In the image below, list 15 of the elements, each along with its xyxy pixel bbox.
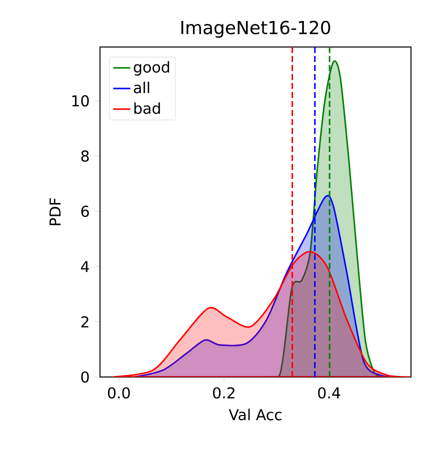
y-axis-title: PDF [50,198,61,226]
y-tick-label: 4 [80,261,89,272]
legend-label: all [134,82,150,94]
y-tick-label: 2 [81,316,88,328]
y-tick-label: 8 [81,150,89,162]
x-tick-label: 0.2 [213,387,234,399]
chart-title: ImageNet16-120 [181,20,330,38]
x-tick-label: 0.0 [108,387,130,399]
legend-label: bad [134,102,160,114]
y-tick-label: 0 [81,371,89,383]
y-tick-label: 10 [72,95,89,107]
legend-label: good [134,61,170,76]
x-axis-title: Val Acc [228,408,282,420]
x-tick-label: 0.4 [318,387,340,399]
y-tick-label: 6 [81,206,89,217]
